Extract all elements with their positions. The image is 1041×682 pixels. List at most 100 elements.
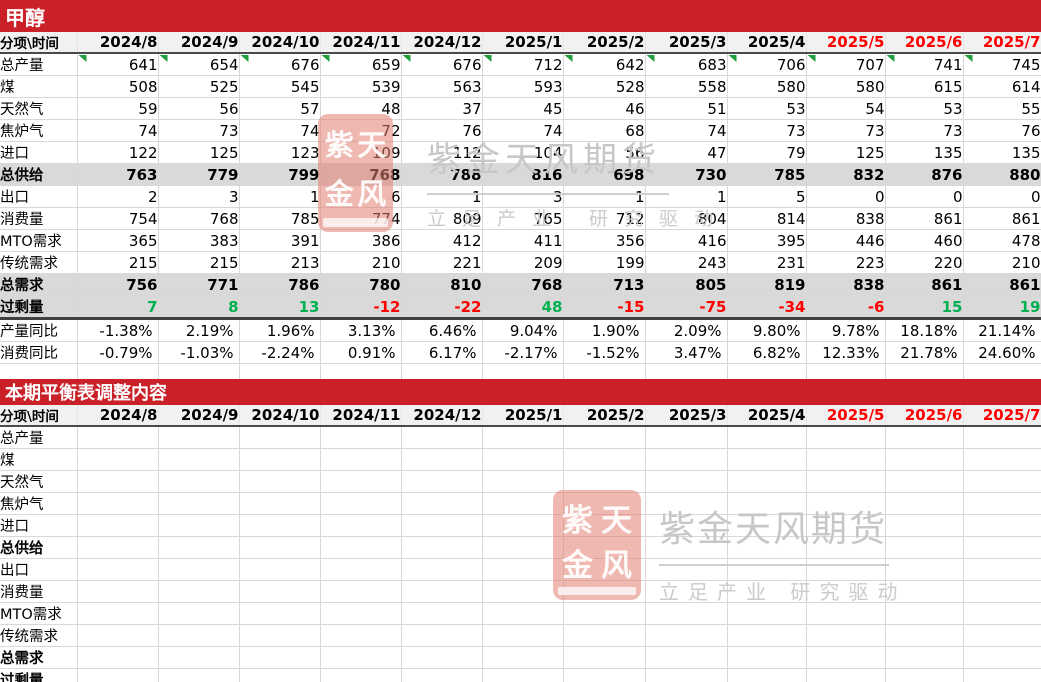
cell[interactable] bbox=[806, 580, 886, 603]
cell[interactable] bbox=[77, 646, 159, 669]
cell[interactable] bbox=[401, 492, 483, 515]
cell[interactable]: 68 bbox=[563, 119, 646, 142]
cell[interactable] bbox=[645, 470, 728, 493]
cell[interactable] bbox=[482, 426, 564, 449]
cell[interactable] bbox=[806, 514, 886, 537]
cell[interactable]: 74 bbox=[77, 119, 159, 142]
cell[interactable] bbox=[563, 470, 646, 493]
cell[interactable]: 18.18% bbox=[885, 318, 964, 342]
cell[interactable]: 221 bbox=[401, 251, 483, 274]
cell[interactable] bbox=[806, 536, 886, 559]
cell[interactable] bbox=[239, 514, 321, 537]
cell[interactable]: 642 bbox=[563, 53, 646, 76]
row-label[interactable]: 煤 bbox=[0, 448, 78, 471]
cell[interactable] bbox=[885, 602, 964, 625]
cell[interactable]: 810 bbox=[401, 273, 483, 296]
cell[interactable]: 819 bbox=[727, 273, 807, 296]
cell[interactable] bbox=[401, 558, 483, 581]
cell[interactable] bbox=[885, 426, 964, 449]
row-label[interactable]: MTO需求 bbox=[0, 229, 78, 252]
row-label[interactable]: 总需求 bbox=[0, 646, 78, 669]
cell[interactable] bbox=[727, 448, 807, 471]
column-header[interactable]: 2024/8 bbox=[77, 32, 159, 54]
cell[interactable] bbox=[158, 448, 240, 471]
cell[interactable] bbox=[239, 470, 321, 493]
cell[interactable]: 74 bbox=[482, 119, 564, 142]
row-label[interactable]: 总需求 bbox=[0, 273, 78, 296]
cell[interactable] bbox=[320, 580, 402, 603]
cell[interactable] bbox=[727, 470, 807, 493]
cell[interactable] bbox=[563, 602, 646, 625]
cell[interactable]: 56 bbox=[158, 97, 240, 120]
column-header[interactable]: 2025/3 bbox=[645, 405, 728, 427]
cell[interactable]: 3 bbox=[482, 185, 564, 208]
cell[interactable] bbox=[563, 624, 646, 647]
cell[interactable]: 804 bbox=[645, 207, 728, 230]
cell[interactable]: 53 bbox=[885, 97, 964, 120]
cell[interactable]: -75 bbox=[645, 295, 728, 320]
cell[interactable]: 24.60% bbox=[963, 341, 1041, 364]
cell[interactable]: 2.19% bbox=[158, 318, 240, 342]
cell[interactable]: 780 bbox=[320, 273, 402, 296]
column-header[interactable]: 2025/5 bbox=[806, 405, 886, 427]
row-label[interactable]: 煤 bbox=[0, 75, 78, 98]
cell[interactable] bbox=[885, 492, 964, 515]
cell[interactable] bbox=[885, 470, 964, 493]
cell[interactable] bbox=[806, 668, 886, 682]
cell[interactable] bbox=[563, 646, 646, 669]
corner-header[interactable]: 分项\时间 bbox=[0, 32, 78, 54]
cell[interactable]: 676 bbox=[239, 53, 321, 76]
cell[interactable] bbox=[963, 668, 1041, 682]
cell[interactable]: 745 bbox=[963, 53, 1041, 76]
row-label[interactable]: 进口 bbox=[0, 514, 78, 537]
cell[interactable] bbox=[320, 646, 402, 669]
column-header[interactable]: 2025/2 bbox=[563, 32, 646, 54]
row-label[interactable]: 过剩量 bbox=[0, 295, 78, 320]
cell[interactable]: 74 bbox=[239, 119, 321, 142]
cell[interactable] bbox=[727, 492, 807, 515]
cell[interactable]: 6.46% bbox=[401, 318, 483, 342]
cell[interactable]: 1 bbox=[401, 185, 483, 208]
cell[interactable] bbox=[563, 426, 646, 449]
cell[interactable] bbox=[482, 580, 564, 603]
cell[interactable] bbox=[806, 646, 886, 669]
cell[interactable] bbox=[482, 624, 564, 647]
cell[interactable] bbox=[885, 580, 964, 603]
cell[interactable] bbox=[482, 448, 564, 471]
cell[interactable]: 861 bbox=[963, 273, 1041, 296]
cell[interactable]: 21.14% bbox=[963, 318, 1041, 342]
row-label[interactable]: 传统需求 bbox=[0, 251, 78, 274]
row-label[interactable]: 焦炉气 bbox=[0, 119, 78, 142]
cell[interactable] bbox=[885, 536, 964, 559]
cell[interactable] bbox=[239, 492, 321, 515]
column-header[interactable]: 2025/4 bbox=[727, 405, 807, 427]
cell[interactable] bbox=[727, 668, 807, 682]
cell[interactable]: 654 bbox=[158, 53, 240, 76]
row-label[interactable]: 传统需求 bbox=[0, 624, 78, 647]
cell[interactable] bbox=[963, 558, 1041, 581]
cell[interactable] bbox=[158, 426, 240, 449]
column-header[interactable]: 2025/5 bbox=[806, 32, 886, 54]
cell[interactable]: 768 bbox=[158, 207, 240, 230]
cell[interactable] bbox=[158, 536, 240, 559]
cell[interactable] bbox=[963, 536, 1041, 559]
cell[interactable]: 614 bbox=[963, 75, 1041, 98]
corner-header[interactable]: 分项\时间 bbox=[0, 405, 78, 427]
cell[interactable]: 383 bbox=[158, 229, 240, 252]
cell[interactable] bbox=[239, 646, 321, 669]
cell[interactable] bbox=[806, 492, 886, 515]
cell[interactable] bbox=[239, 668, 321, 682]
cell[interactable]: 446 bbox=[806, 229, 886, 252]
cell[interactable] bbox=[239, 426, 321, 449]
cell[interactable]: -22 bbox=[401, 295, 483, 320]
cell[interactable] bbox=[806, 558, 886, 581]
cell[interactable] bbox=[320, 448, 402, 471]
cell[interactable] bbox=[482, 492, 564, 515]
cell[interactable]: 46 bbox=[563, 97, 646, 120]
cell[interactable]: 412 bbox=[401, 229, 483, 252]
cell[interactable] bbox=[158, 624, 240, 647]
cell[interactable] bbox=[645, 668, 728, 682]
table2-title-bar[interactable]: 本期平衡表调整内容 bbox=[0, 379, 1041, 405]
cell[interactable] bbox=[77, 602, 159, 625]
cell[interactable] bbox=[645, 426, 728, 449]
